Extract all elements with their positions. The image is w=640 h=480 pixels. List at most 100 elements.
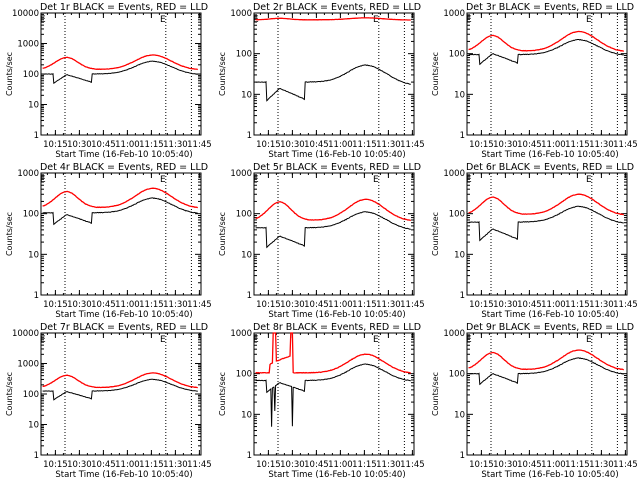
series-line-events xyxy=(468,357,624,386)
event-marker-label: E xyxy=(40,175,46,185)
series-line-lld xyxy=(255,332,411,374)
x-tick-label: 10:45 xyxy=(304,460,329,470)
y-axis-label: Counts/sec xyxy=(5,212,14,256)
event-marker-label: E xyxy=(160,15,166,25)
y-tick-label: 10 xyxy=(454,410,465,420)
chart-panel-3: Det 3r BLACK = Events, RED = LLD 1 10 100 10… xyxy=(431,2,638,160)
y-tick-label: 10000 xyxy=(12,329,39,339)
y-axis-label: Counts/sec xyxy=(218,52,227,96)
event-marker-label: E xyxy=(40,335,46,345)
x-tick-label: 10:30 xyxy=(280,460,305,470)
chart-panel-8: Det 8r BLACK = Events, RED = LLD 1 10 100 10… xyxy=(218,322,425,480)
y-tick-label: 100 xyxy=(449,210,465,220)
series-line-lld xyxy=(468,30,624,52)
x-tick-label: 10:30 xyxy=(67,140,92,150)
chart-panel-1: Det 1r BLACK = Events, RED = LLD 1 10 100 10… xyxy=(5,2,212,160)
x-tick-label: 11:45 xyxy=(613,140,638,150)
x-tick-label: 11:15 xyxy=(139,140,164,150)
y-tick-label: 100 xyxy=(23,210,39,220)
chart-title: Det 9r BLACK = Events, RED = LLD xyxy=(466,322,634,333)
x-axis-label: Start Time (16-Feb-10 10:05:40) xyxy=(55,470,192,480)
x-tick-label: 11:45 xyxy=(400,300,425,310)
y-axis-label: Counts/sec xyxy=(5,52,14,96)
y-tick-label: 1 xyxy=(247,131,252,141)
event-marker-label: E xyxy=(466,15,472,25)
x-tick-label: 10:15 xyxy=(43,300,68,310)
chart-panel-5: Det 5r BLACK = Events, RED = LLD 1 10 100 10… xyxy=(218,162,425,320)
y-tick-label: 1000 xyxy=(443,169,465,179)
y-tick-label: 1000 xyxy=(17,360,39,370)
x-tick-label: 10:45 xyxy=(517,300,542,310)
x-tick-label: 11:00 xyxy=(541,140,566,150)
x-tick-label: 11:15 xyxy=(352,140,377,150)
x-tick-label: 11:00 xyxy=(541,300,566,310)
x-tick-label: 11:00 xyxy=(328,140,353,150)
y-axis-label: Counts/sec xyxy=(5,372,14,416)
x-tick-label: 11:45 xyxy=(187,460,212,470)
x-axis-label: Start Time (16-Feb-10 10:05:40) xyxy=(268,150,405,160)
x-tick-label: 10:15 xyxy=(43,140,68,150)
plot-frame xyxy=(40,172,202,296)
event-marker-label: E xyxy=(586,175,592,185)
x-tick-label: 10:45 xyxy=(517,460,542,470)
x-tick-label: 11:00 xyxy=(328,300,353,310)
y-axis-label: Counts/sec xyxy=(218,212,227,256)
x-tick-label: 10:45 xyxy=(304,300,329,310)
plot-frame xyxy=(466,172,628,296)
y-tick-label: 1000 xyxy=(443,9,465,19)
x-tick-label: 10:30 xyxy=(67,460,92,470)
y-tick-label: 10 xyxy=(28,421,39,431)
series-line-events xyxy=(468,39,624,66)
x-tick-label: 11:30 xyxy=(589,460,614,470)
series-line-events xyxy=(42,197,198,226)
y-tick-label: 1000 xyxy=(230,9,252,19)
series-line-events xyxy=(255,64,411,102)
plot-frame xyxy=(253,332,415,456)
x-tick-label: 10:15 xyxy=(256,300,281,310)
series-line-events xyxy=(255,363,411,427)
y-tick-label: 10 xyxy=(454,250,465,260)
chart-panel-7: Det 7r BLACK = Events, RED = LLD 1 10 100 10… xyxy=(5,322,212,480)
y-tick-label: 10 xyxy=(454,90,465,100)
x-tick-label: 10:30 xyxy=(67,300,92,310)
x-tick-label: 10:15 xyxy=(43,460,68,470)
x-tick-label: 11:30 xyxy=(163,300,188,310)
y-tick-label: 1000 xyxy=(17,169,39,179)
event-marker-label: E xyxy=(160,175,166,185)
y-tick-label: 1 xyxy=(247,291,252,301)
y-tick-label: 10000 xyxy=(12,9,39,19)
chart-panel-2: Det 2r BLACK = Events, RED = LLD 1 10 100 10… xyxy=(218,2,425,160)
y-tick-label: 100 xyxy=(449,370,465,380)
chart-title: Det 2r BLACK = Events, RED = LLD xyxy=(253,2,421,13)
series-line-lld xyxy=(468,193,625,216)
x-tick-label: 11:15 xyxy=(352,300,377,310)
x-tick-label: 11:15 xyxy=(352,460,377,470)
y-axis-label: Counts/sec xyxy=(431,52,440,96)
x-tick-label: 11:15 xyxy=(139,460,164,470)
y-tick-label: 1 xyxy=(460,291,465,301)
x-tick-label: 10:45 xyxy=(91,140,116,150)
y-tick-label: 1 xyxy=(460,451,465,461)
y-tick-label: 1 xyxy=(34,131,39,141)
chart-title: Det 3r BLACK = Events, RED = LLD xyxy=(466,2,634,13)
x-tick-label: 10:15 xyxy=(469,460,494,470)
event-marker-label: E xyxy=(373,15,379,25)
event-marker-label: E xyxy=(40,15,46,25)
x-tick-label: 11:45 xyxy=(187,300,212,310)
x-tick-label: 10:30 xyxy=(493,300,518,310)
y-axis-label: Counts/sec xyxy=(218,372,227,416)
x-axis-label: Start Time (16-Feb-10 10:05:40) xyxy=(55,310,192,320)
x-tick-label: 11:15 xyxy=(139,300,164,310)
x-tick-label: 11:30 xyxy=(376,460,401,470)
chart-title: Det 5r BLACK = Events, RED = LLD xyxy=(253,162,421,173)
series-line-events xyxy=(255,211,411,249)
y-tick-label: 1 xyxy=(460,131,465,141)
event-marker-label: E xyxy=(253,335,259,345)
chart-panel-9: Det 9r BLACK = Events, RED = LLD 1 10 100 10… xyxy=(431,322,638,480)
y-tick-label: 100 xyxy=(236,210,252,220)
event-marker-label: E xyxy=(586,15,592,25)
series-line-events xyxy=(42,378,198,401)
x-tick-label: 11:30 xyxy=(589,300,614,310)
x-tick-label: 10:15 xyxy=(469,300,494,310)
x-tick-label: 10:15 xyxy=(256,460,281,470)
